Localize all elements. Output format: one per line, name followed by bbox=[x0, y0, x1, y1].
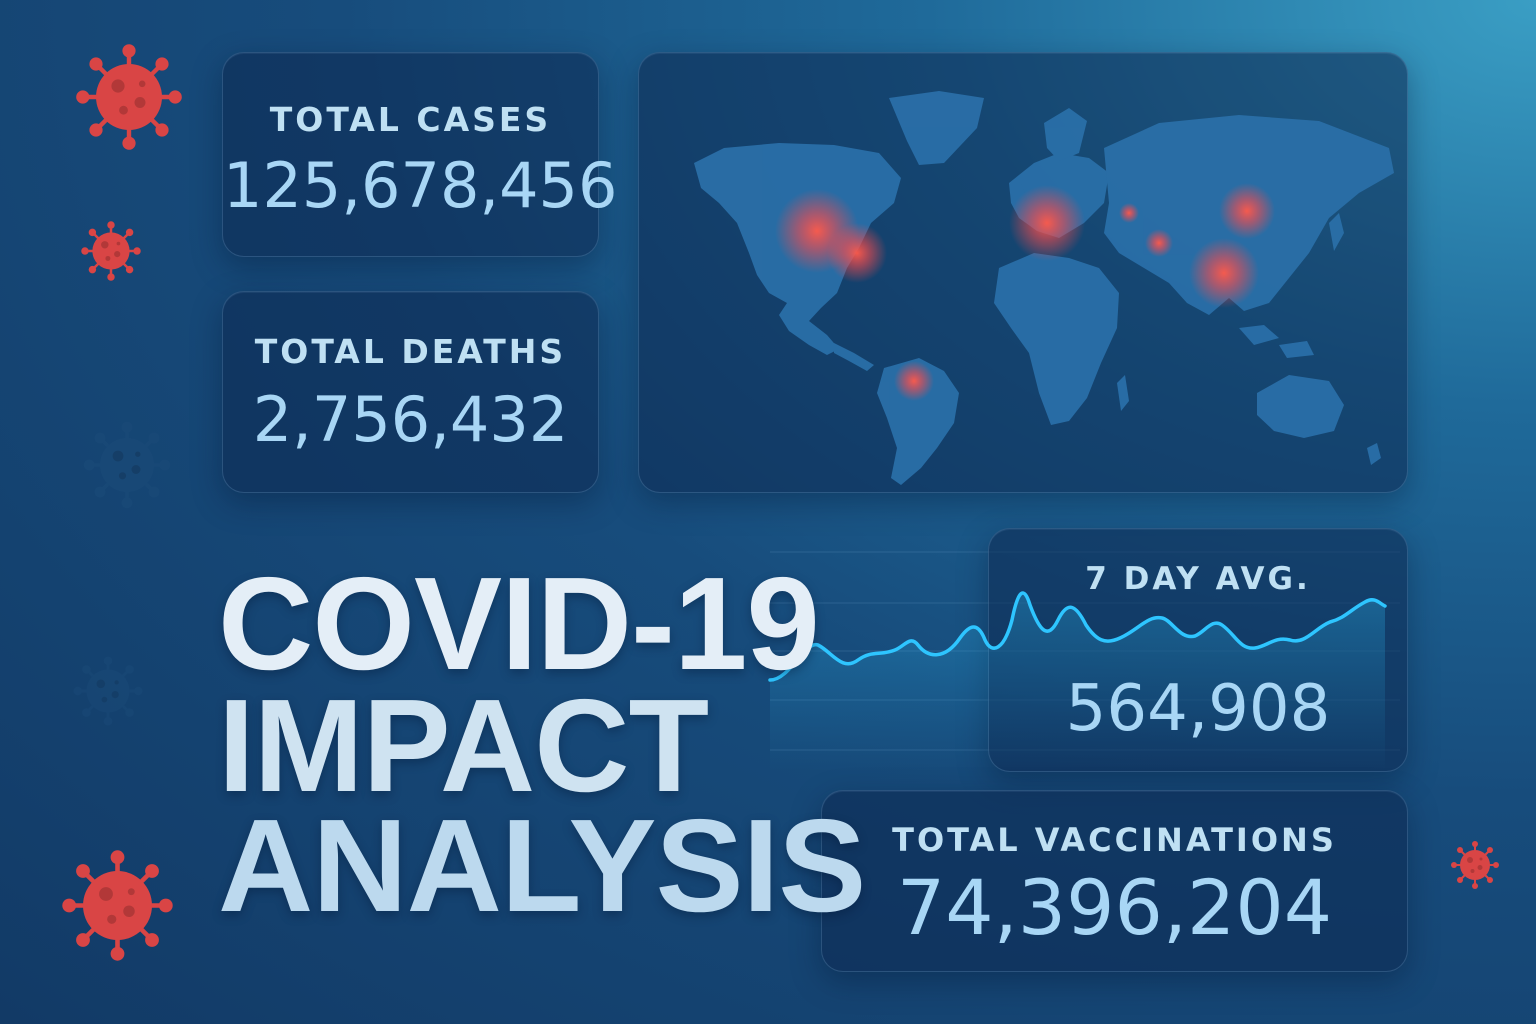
virus-icon bbox=[80, 220, 142, 282]
total-vaccinations-label: TOTAL VACCINATIONS bbox=[892, 821, 1337, 859]
world-map-card bbox=[638, 52, 1408, 493]
headline-line-2: IMPACT bbox=[218, 672, 709, 819]
total-deaths-value: 2,756,432 bbox=[252, 383, 569, 456]
virus-icon bbox=[72, 655, 144, 727]
total-deaths-card: TOTAL DEATHS 2,756,432 bbox=[222, 291, 599, 493]
seven-day-avg-value: 564,908 bbox=[1065, 672, 1331, 746]
headline-line-1: COVID-19 bbox=[218, 550, 820, 697]
virus-icon bbox=[82, 420, 172, 510]
hotspot-middle-east bbox=[1145, 229, 1173, 257]
hotspot-south-america bbox=[894, 361, 934, 401]
headline-line-3: ANALYSIS bbox=[218, 792, 866, 939]
total-vaccinations-card: TOTAL VACCINATIONS 74,396,204 bbox=[821, 790, 1408, 972]
hotspot-east-asia bbox=[1219, 183, 1275, 239]
total-cases-label: TOTAL CASES bbox=[269, 100, 552, 139]
hotspots bbox=[775, 183, 1275, 401]
virus-icon bbox=[1450, 840, 1500, 890]
seven-day-avg-label: 7 DAY AVG. bbox=[1085, 561, 1311, 597]
total-cases-card: TOTAL CASES 125,678,456 bbox=[222, 52, 618, 257]
total-deaths-label: TOTAL DEATHS bbox=[254, 332, 567, 371]
hotspot-russia bbox=[1119, 203, 1139, 223]
total-cases-value: 125,678,456 bbox=[223, 149, 618, 222]
virus-icon bbox=[60, 848, 175, 963]
seven-day-avg-value-wrap: 564,908 bbox=[988, 672, 1408, 746]
total-vaccinations-value: 74,396,204 bbox=[896, 863, 1333, 952]
hotspot-europe bbox=[1009, 185, 1085, 261]
virus-icon bbox=[74, 42, 184, 152]
hotspot-south-asia bbox=[1189, 238, 1259, 308]
world-map bbox=[694, 91, 1394, 485]
hotspot-north-america-east bbox=[827, 223, 887, 283]
